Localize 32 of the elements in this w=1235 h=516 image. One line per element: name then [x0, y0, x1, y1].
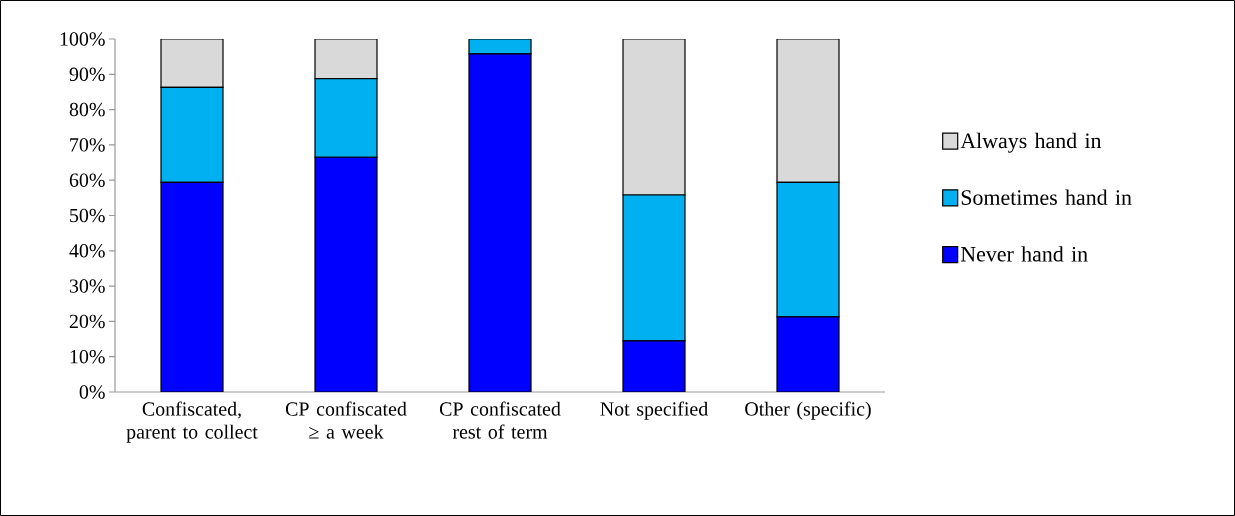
- bar: [160, 181, 224, 392]
- y-tick-label: 0%: [79, 385, 105, 399]
- x-tick-label: Other (specific): [745, 401, 871, 420]
- bar: [160, 86, 224, 183]
- bar: [776, 316, 840, 392]
- bar: [622, 39, 686, 196]
- legend-label: Never hand in: [960, 246, 1088, 262]
- y-tick-label: 30%: [69, 279, 105, 293]
- y-tick-label: 90%: [69, 67, 105, 82]
- legend-label: Sometimes hand in: [961, 189, 1132, 205]
- bar: [314, 156, 378, 392]
- y-tick-label: 20%: [69, 314, 105, 329]
- x-tick-label: CP confiscated rest of term: [439, 401, 561, 439]
- bar: [776, 181, 840, 318]
- x-tick-label: Not specified: [600, 401, 708, 420]
- bar: [622, 340, 686, 392]
- y-tick-label: 50%: [70, 208, 105, 223]
- y-tick-label: 10%: [70, 349, 105, 364]
- bar: [314, 39, 378, 80]
- x-tick-label: Confiscated, parent to collect: [126, 401, 258, 443]
- x-tick-label: CP confiscated ≥ a week: [285, 401, 407, 439]
- y-tick-label: 40%: [69, 244, 105, 258]
- y-tick-label: 100%: [60, 32, 105, 46]
- bar: [314, 77, 378, 158]
- bar: [160, 39, 224, 88]
- legend-label: Always hand in: [960, 132, 1102, 153]
- bar: [468, 53, 532, 392]
- bar: [776, 39, 840, 183]
- y-tick-label: 80%: [69, 102, 105, 117]
- y-tick-label: 60%: [69, 173, 105, 187]
- bar: [622, 194, 686, 342]
- y-tick-label: 70%: [70, 138, 105, 152]
